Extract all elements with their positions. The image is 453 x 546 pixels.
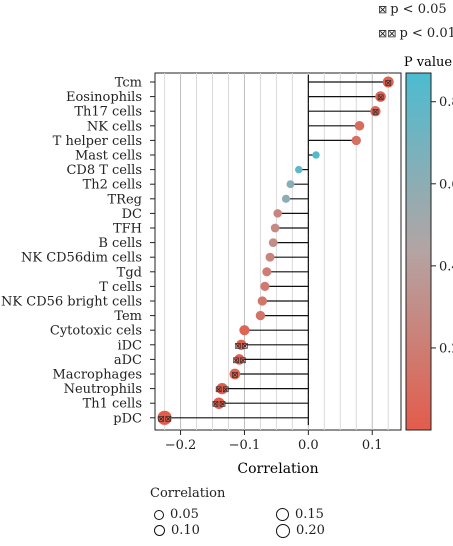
y-tick-label: TReg xyxy=(108,192,142,207)
y-tick-label: DC xyxy=(122,207,142,222)
point xyxy=(312,151,320,159)
y-tick-label: Tem xyxy=(114,309,142,324)
y-tick-label: B cells xyxy=(98,236,142,251)
point xyxy=(213,397,225,409)
y-tick-label: Th2 cells xyxy=(83,178,142,193)
significance-mark: ⊠⊠ xyxy=(212,400,226,410)
significance-mark: ⊠⊠ xyxy=(157,414,171,424)
y-tick-label: pDC xyxy=(113,411,142,426)
size-legend-title: Correlation xyxy=(150,486,226,501)
point xyxy=(260,281,270,291)
colorbar-tick-label: 0.6 xyxy=(439,177,453,192)
x-axis: −0.2 −0.1 0.0 0.1 xyxy=(165,430,383,453)
point xyxy=(239,325,250,336)
y-tick-label: Macrophages xyxy=(52,368,142,383)
point xyxy=(273,209,282,218)
stems xyxy=(164,74,389,426)
y-tick-label: T cells xyxy=(99,280,142,295)
y-tick-label: Mast cells xyxy=(75,149,142,164)
y-tick-label: Eosinophils xyxy=(66,90,142,105)
size-legend-item: 0.10 xyxy=(154,523,200,538)
size-circle-icon xyxy=(154,525,165,536)
size-legend-item: 0.20 xyxy=(276,523,325,538)
point xyxy=(286,180,295,189)
significance-mark: ⊠ xyxy=(377,93,384,103)
y-tick-label: aDC xyxy=(114,353,142,368)
colorbar-ticks: 0.2 0.4 0.6 0.8 xyxy=(431,95,453,356)
point xyxy=(354,121,365,131)
size-legend-label: 0.20 xyxy=(296,523,325,538)
point xyxy=(351,135,361,146)
point xyxy=(375,91,386,102)
size-circle-icon xyxy=(276,508,289,521)
x-axis-title: Correlation xyxy=(237,461,318,477)
y-tick-label: Tcm xyxy=(115,76,142,91)
colorbar xyxy=(405,72,432,431)
size-legend-item: 0.15 xyxy=(276,507,324,522)
colorbar-tick-label: 0.8 xyxy=(439,95,453,110)
significance-legend-p01: ⊠⊠ p < 0.01 xyxy=(378,26,453,41)
y-tick-label: CD8 T cells xyxy=(66,163,142,178)
points xyxy=(157,76,394,425)
point xyxy=(255,310,266,321)
size-circle-icon xyxy=(276,523,290,538)
point xyxy=(370,106,381,117)
significance-mark-icon: ⊠⊠ xyxy=(378,27,397,40)
y-tick-label: Cytotoxic cels xyxy=(50,324,142,339)
colorbar-tick-label: 0.2 xyxy=(439,341,453,356)
significance-legend-p05: ⊠ p < 0.05 xyxy=(378,2,447,17)
point xyxy=(229,368,241,380)
point xyxy=(157,410,172,425)
size-legend-label: 0.15 xyxy=(295,507,324,522)
point xyxy=(234,354,245,365)
y-tick-label: NK CD56 bright cells xyxy=(1,295,142,310)
x-tick-label: −0.2 xyxy=(165,438,197,453)
y-tick-label: Tgd xyxy=(117,265,142,280)
size-legend-item: 0.05 xyxy=(154,507,199,522)
significance-marks: ⊠⊠⊠⊠⊠⊠⊠⊠⊠⊠⊠⊠⊠⊠ xyxy=(157,79,391,425)
plot-panel xyxy=(154,72,402,431)
y-tick-label: NK CD56dim cells xyxy=(21,251,142,266)
x-tick-label: 0.0 xyxy=(298,438,319,453)
significance-label: p < 0.05 xyxy=(390,2,447,17)
point xyxy=(382,76,394,88)
y-tick-label: Neutrophils xyxy=(64,382,142,397)
y-tick-label: iDC xyxy=(117,338,142,353)
significance-mark: ⊠ xyxy=(372,108,379,118)
y-tick-label: TFH xyxy=(113,222,142,237)
y-tick-label: Th17 cells xyxy=(74,105,142,120)
significance-mark: ⊠⊠ xyxy=(232,356,246,366)
significance-mark: ⊠ xyxy=(385,79,392,89)
point xyxy=(257,296,267,306)
y-tick-label: Th1 cells xyxy=(83,397,142,412)
significance-mark: ⊠ xyxy=(231,371,238,381)
size-circle-icon xyxy=(154,509,164,520)
y-tick-label: T helper cells xyxy=(53,134,142,149)
significance-mark-icon: ⊠ xyxy=(378,3,388,16)
grid xyxy=(164,73,389,430)
x-tick-label: −0.1 xyxy=(229,438,261,453)
point xyxy=(236,339,247,350)
point xyxy=(281,194,291,203)
point xyxy=(265,252,275,262)
colorbar-tick-label: 0.4 xyxy=(439,259,453,274)
point xyxy=(295,165,303,174)
significance-mark: ⊠⊠ xyxy=(215,385,229,395)
significance-mark: ⊠⊠ xyxy=(234,341,248,351)
point xyxy=(270,223,280,233)
point xyxy=(262,267,272,277)
size-legend-label: 0.10 xyxy=(171,523,200,538)
x-tick-label: 0.1 xyxy=(362,438,383,453)
size-legend-label: 0.05 xyxy=(170,507,199,522)
point xyxy=(268,238,278,247)
significance-label: p < 0.01 xyxy=(399,26,453,41)
point xyxy=(216,382,228,395)
y-tick-label: NK cells xyxy=(87,119,142,134)
colorbar-title: P value xyxy=(404,55,453,70)
